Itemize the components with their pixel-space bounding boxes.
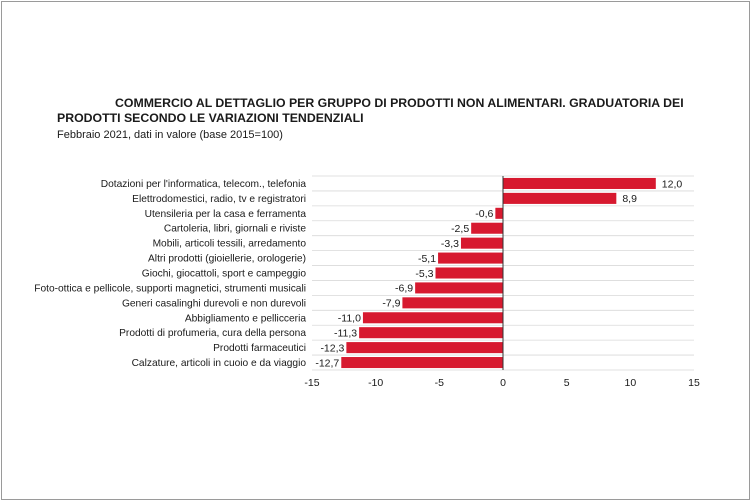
value-label: 12,0 <box>662 178 683 190</box>
category-label: Prodotti di profumeria, cura della perso… <box>119 328 306 339</box>
x-tick-label: 0 <box>500 377 506 389</box>
category-label: Mobili, articoli tessili, arredamento <box>153 239 307 250</box>
category-label: Giochi, giocattoli, sport e campeggio <box>142 269 307 280</box>
bar <box>346 342 503 354</box>
category-label: Cartoleria, libri, giornali e riviste <box>164 224 306 235</box>
value-label: -3,3 <box>441 238 459 250</box>
value-label: -2,5 <box>451 223 469 235</box>
bar <box>341 357 503 369</box>
value-label: -5,3 <box>415 268 433 280</box>
x-tick-label: 15 <box>688 377 700 389</box>
bar <box>415 282 503 294</box>
bar <box>471 222 503 234</box>
category-label: Generi casalinghi durevoli e non durevol… <box>122 298 306 309</box>
value-label: -11,3 <box>334 327 357 339</box>
value-label: 8,9 <box>622 193 637 205</box>
category-label: Foto-ottica e pellicole, supporti magnet… <box>34 283 306 294</box>
x-tick-label: -15 <box>304 377 319 389</box>
chart-title: COMMERCIO AL DETTAGLIO PER GRUPPO DI PRO… <box>57 96 684 125</box>
bar <box>503 192 617 204</box>
x-tick-label: -10 <box>368 377 383 389</box>
category-label: Prodotti farmaceutici <box>213 343 306 354</box>
bar <box>402 297 503 309</box>
value-label: -6,9 <box>395 283 413 295</box>
x-tick-label: -5 <box>435 377 444 389</box>
value-label: -12,3 <box>320 342 344 354</box>
category-label: Altri prodotti (gioiellerie, orologerie) <box>148 254 306 265</box>
bar <box>460 237 503 249</box>
bar <box>435 267 503 279</box>
bar <box>359 327 503 339</box>
bar <box>362 312 503 324</box>
bar <box>503 177 656 189</box>
value-label: -5,1 <box>418 253 436 265</box>
value-label: -7,9 <box>382 298 400 310</box>
chart-subtitle: Febbraio 2021, dati in valore (base 2015… <box>57 129 283 141</box>
x-tick-label: 10 <box>624 377 636 389</box>
bar <box>438 252 503 264</box>
category-label: Calzature, articoli in cuoio e da viaggi… <box>132 358 307 369</box>
category-label: Utensileria per la casa e ferramenta <box>145 209 307 220</box>
category-label: Dotazioni per l'informatica, telecom., t… <box>101 179 307 190</box>
bar <box>495 207 503 219</box>
category-label: Abbigliamento e pellicceria <box>185 313 307 324</box>
x-tick-label: 5 <box>564 377 570 389</box>
value-label: -11,0 <box>338 313 361 325</box>
category-label: Elettrodomestici, radio, tv e registrato… <box>132 194 306 205</box>
value-label: -12,7 <box>315 357 339 369</box>
value-label: -0,6 <box>475 208 493 220</box>
